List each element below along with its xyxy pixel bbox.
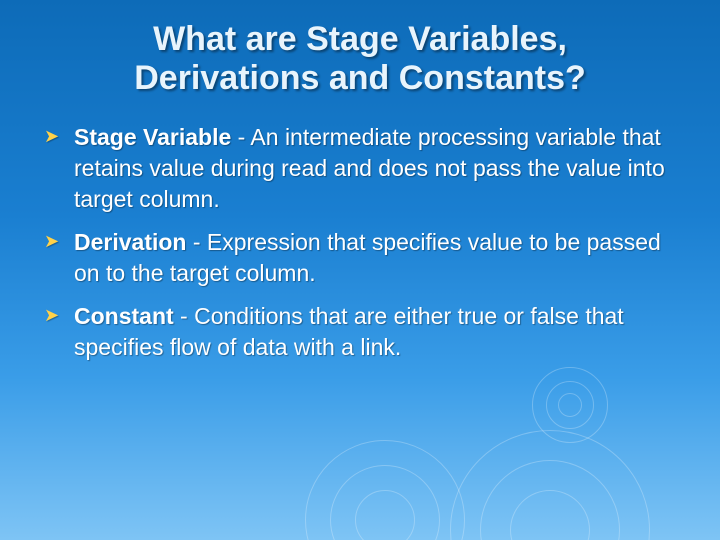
title-line-2: Derivations and Constants? — [134, 59, 586, 97]
list-item: Derivation - Expression that specifies v… — [40, 227, 680, 289]
list-item: Constant - Conditions that are either tr… — [40, 301, 680, 363]
bullet-list: Stage Variable - An intermediate process… — [40, 122, 680, 363]
slide-title: What are Stage Variables, Derivations an… — [40, 20, 680, 98]
term: Stage Variable — [74, 124, 231, 150]
slide: What are Stage Variables, Derivations an… — [0, 0, 720, 540]
term: Derivation — [74, 229, 186, 255]
term: Constant — [74, 303, 174, 329]
list-item: Stage Variable - An intermediate process… — [40, 122, 680, 215]
title-line-1: What are Stage Variables, — [153, 20, 567, 58]
